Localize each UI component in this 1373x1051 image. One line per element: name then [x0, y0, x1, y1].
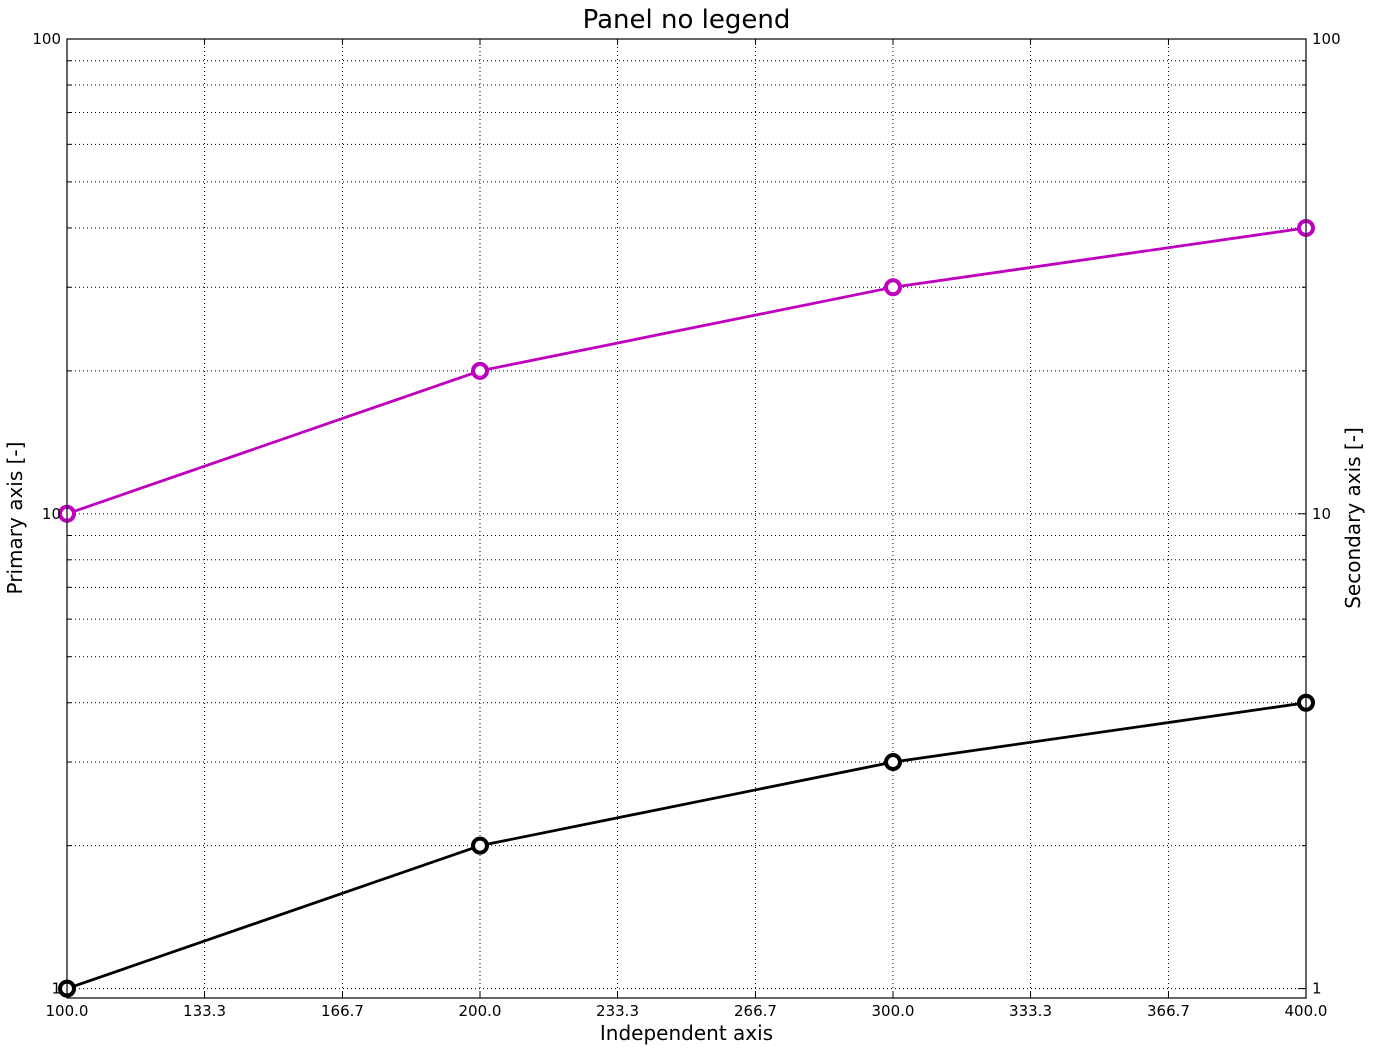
tick-labels: 100.0 133.3 166.7 200.0 233.3 266.7 300.0 333.3…	[32, 30, 1340, 1020]
y-axis-title: Primary axis [-]	[3, 442, 27, 595]
data-point	[884, 753, 902, 772]
plot-frame	[66, 38, 1307, 999]
data-point	[471, 836, 489, 855]
data-point	[884, 278, 902, 297]
x-tick-label: 133.3	[183, 1002, 226, 1020]
y2-axis-title: Secondary axis [-]	[1341, 427, 1365, 609]
x-tick-label: 333.3	[1009, 1002, 1052, 1020]
x-tick-label: 100.0	[46, 1002, 89, 1020]
grid	[67, 39, 1306, 998]
x-tick-label: 300.0	[872, 1002, 915, 1020]
x-tick-label: 233.3	[596, 1002, 639, 1020]
series-line	[66, 701, 1307, 990]
x-axis-title: Independent axis	[600, 1021, 773, 1045]
plot-area	[58, 218, 1315, 998]
x-tick-label: 366.7	[1147, 1002, 1190, 1020]
data-point	[471, 361, 489, 380]
x-tick-label: 266.7	[734, 1002, 777, 1020]
y2-tick-label: 100	[1312, 30, 1341, 48]
series-line	[66, 226, 1307, 516]
y2-tick-label: 1	[1312, 980, 1322, 998]
y-tick-label: 1	[51, 980, 61, 998]
y2-tick-label: 10	[1312, 505, 1331, 523]
x-tick-label: 200.0	[459, 1002, 502, 1020]
series-2	[58, 693, 1315, 998]
x-tick-label: 400.0	[1285, 1002, 1328, 1020]
chart-title: Panel no legend	[583, 5, 791, 35]
y-tick-label: 10	[42, 505, 61, 523]
x-tick-label: 166.7	[321, 1002, 364, 1020]
y-tick-label: 100	[32, 30, 61, 48]
